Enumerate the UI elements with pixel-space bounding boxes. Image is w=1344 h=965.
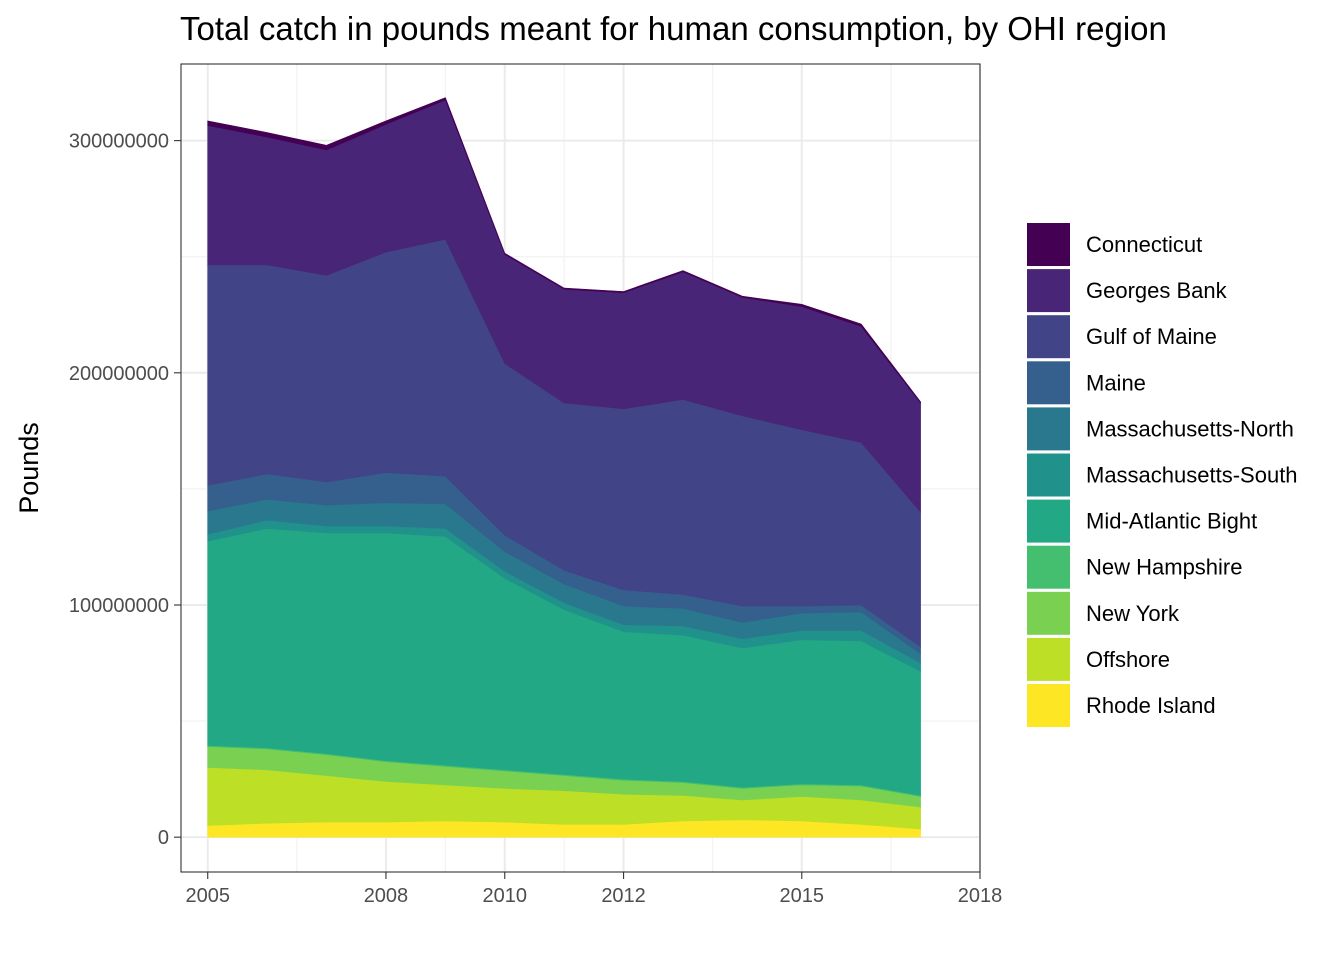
legend-label: New York: [1086, 601, 1180, 626]
legend-key: [1027, 591, 1070, 635]
legend-label: New Hampshire: [1086, 555, 1243, 580]
legend-key: [1027, 545, 1070, 589]
panel-border: [180, 63, 981, 873]
legend-label: Mid-Atlantic Bight: [1086, 509, 1257, 534]
legend-key: [1027, 361, 1070, 405]
stacked-areas: [207, 97, 921, 838]
legend-key: [1027, 684, 1070, 727]
legend-key: [1027, 315, 1070, 359]
area-connecticut: [207, 97, 921, 404]
x-tick-label: 2012: [601, 885, 646, 907]
legend-key: [1027, 407, 1070, 451]
legend-label: Maine: [1086, 370, 1146, 395]
legend-key: [1027, 453, 1070, 497]
x-tick-label: 2015: [780, 885, 825, 907]
legend-label: Gulf of Maine: [1086, 324, 1217, 349]
chart-title: Total catch in pounds meant for human co…: [180, 10, 1167, 47]
x-tick-label: 2010: [483, 885, 528, 907]
y-tick-label: 200000000: [69, 363, 169, 385]
y-tick-label: 300000000: [69, 131, 169, 153]
x-tick-label: 2005: [185, 885, 230, 907]
legend-label: Georges Bank: [1086, 278, 1228, 303]
y-tick-label: 100000000: [69, 595, 169, 617]
legend-key: [1027, 499, 1070, 543]
x-tick-label: 2008: [364, 885, 409, 907]
legend-key: [1027, 637, 1070, 681]
legend-key: [1027, 223, 1070, 266]
legend-label: Massachusetts-South: [1086, 463, 1298, 488]
legend-key: [1027, 269, 1070, 313]
legend-label: Massachusetts-North: [1086, 416, 1294, 441]
y-axis-label: Pounds: [14, 422, 44, 514]
legend-label: Rhode Island: [1086, 693, 1216, 718]
legend-label: Offshore: [1086, 647, 1170, 672]
y-axis: 0 100000000 200000000 300000000: [69, 131, 181, 849]
x-axis: 2005 2008 2010 2012 2015 2018: [185, 872, 1002, 907]
legend-label: Connecticut: [1086, 232, 1202, 257]
x-tick-label: 2018: [958, 885, 1003, 907]
y-tick-label: 0: [158, 827, 169, 849]
legend: Connecticut Georges Bank Gulf of Maine Main…: [1027, 223, 1298, 727]
